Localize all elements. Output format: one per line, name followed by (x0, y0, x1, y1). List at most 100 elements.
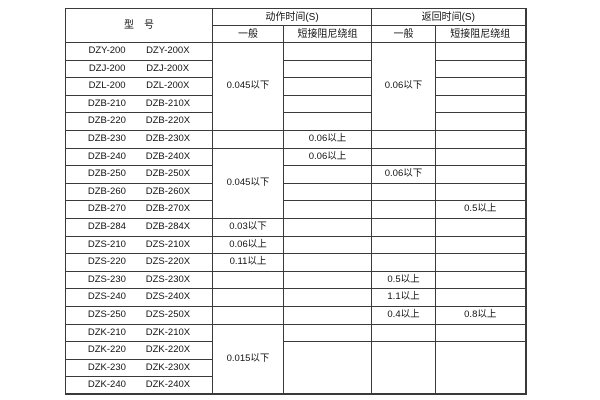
value-cell-return-damped (435, 94, 526, 114)
table-row: DZK-240 DZK-240X (65, 376, 526, 395)
value-cell-return-general (371, 147, 436, 167)
model-name: DZB-284 (87, 221, 126, 233)
value-cell-return-damped (435, 182, 526, 202)
model-cell: DZB-284 DZB-284X (65, 217, 213, 237)
value-cell-action-damped (283, 235, 372, 255)
model-cell: DZJ-200 DZJ-200X (65, 59, 213, 79)
model-cell: DZK-210 DZK-210X (65, 323, 213, 343)
value-cell-action-general (212, 129, 284, 149)
model-cell: DZK-230 DZK-230X (65, 358, 213, 378)
table-row: DZS-250 DZS-250X 0.4以上 0.8以上 (65, 305, 526, 325)
model-name: DZK-240 (87, 379, 126, 391)
model-cell: DZB-270 DZB-270X (65, 200, 213, 219)
table-row: DZS-230 DZS-230X 0.5以上 (65, 270, 526, 290)
value-cell-return-general (371, 129, 436, 149)
value-cell-action-general: 0.11以上 (212, 253, 284, 272)
model-name-x: DZB-220X (145, 115, 191, 127)
model-name: DZB-270 (87, 203, 126, 215)
table-row: DZK-210 DZK-210X 0.015以下 (65, 323, 526, 395)
value-cell-return-general (371, 182, 436, 202)
model-name: DZB-210 (87, 97, 126, 109)
model-cell: DZL-200 DZL-200X (65, 77, 213, 96)
model-name-x: DZB-260X (145, 185, 191, 197)
model-cell: DZB-220 DZB-220X (65, 112, 213, 131)
value-cell-return-general (371, 253, 436, 272)
model-name: DZK-220 (87, 344, 126, 356)
spec-table: 型 号 动作时间(S) 返回时间(S) 一般 短接阻尼绕组 一般 短接阻尼绕组 … (65, 8, 527, 396)
model-name: DZS-240 (87, 291, 126, 303)
value-cell-return-general: 1.1以上 (371, 288, 436, 307)
model-name-x: DZL-200X (146, 80, 190, 92)
model-name-x: DZY-200X (146, 45, 190, 57)
header-row-groups: 型 号 动作时间(S) 返回时间(S) (65, 8, 526, 43)
model-name-x: DZK-240X (145, 379, 191, 391)
value-cell-action-damped (283, 59, 372, 79)
model-name-x: DZS-210X (145, 238, 191, 250)
value-cell-return-general (371, 341, 436, 395)
header-model: 型 号 (65, 8, 213, 43)
model-name: DZB-260 (87, 185, 126, 197)
model-name: DZB-240 (87, 150, 126, 162)
table-row: DZB-220 DZB-220X (65, 112, 526, 131)
value-cell-action-damped (283, 288, 372, 307)
model-name-x: DZS-240X (145, 291, 191, 303)
table-header: 型 号 动作时间(S) 返回时间(S) 一般 短接阻尼绕组 一般 短接阻尼绕组 (65, 8, 526, 43)
model-name: DZK-230 (87, 361, 126, 373)
table-row: DZB-240 DZB-240X 0.045以下 0.06以上 (65, 147, 526, 219)
model-cell: DZK-220 DZK-220X (65, 341, 213, 360)
value-cell-return-general (371, 235, 436, 255)
table-row: DZK-220 DZK-220X (65, 341, 526, 395)
table-row: DZB-284 DZB-284X 0.03以下 (65, 217, 526, 237)
model-name: DZS-230 (87, 273, 126, 285)
model-cell: DZB-240 DZB-240X (65, 147, 213, 167)
table-row: DZK-230 DZK-230X (65, 358, 526, 378)
model-name: DZS-250 (87, 308, 126, 320)
model-name: DZS-210 (87, 238, 126, 250)
header-row-subcolumns: 一般 短接阻尼绕组 一般 短接阻尼绕组 (66, 25, 526, 43)
table-row: DZB-210 DZB-210X (65, 94, 526, 114)
value-cell-action-damped (283, 94, 372, 114)
model-name: DZB-230 (87, 133, 126, 145)
table-row: DZS-210 DZS-210X 0.06以上 (65, 235, 526, 255)
value-cell-action-general (212, 305, 284, 325)
header-return-damped: 短接阻尼绕组 (435, 25, 526, 43)
table-row: DZS-220 DZS-220X 0.11以上 (65, 253, 526, 272)
table-row: DZB-260 DZB-260X (65, 182, 526, 202)
model-cell: DZY-200 DZY-200X (65, 42, 213, 61)
model-name-x: DZK-220X (145, 344, 191, 356)
model-name: DZB-220 (87, 115, 126, 127)
model-name: DZY-200 (88, 45, 126, 57)
value-cell-action-damped (283, 200, 372, 219)
value-cell-action-general (212, 270, 284, 290)
value-cell-return-damped: 0.5以上 (435, 200, 526, 219)
value-cell-action-damped (283, 305, 372, 325)
value-cell-return-damped (435, 341, 526, 395)
value-cell-return-damped (435, 77, 526, 96)
value-cell-return-damped (435, 129, 526, 149)
header-action-damped: 短接阻尼绕组 (283, 25, 372, 43)
spec-table-container: 型 号 动作时间(S) 返回时间(S) 一般 短接阻尼绕组 一般 短接阻尼绕组 … (65, 8, 527, 396)
value-cell-action-general: 0.03以下 (212, 217, 284, 237)
value-cell-return-damped (435, 235, 526, 255)
value-cell-return-damped (435, 42, 526, 61)
table-row: DZB-230 DZB-230X 0.06以上 (65, 129, 526, 149)
model-name-x: DZB-210X (145, 97, 191, 109)
value-cell-return-damped (435, 165, 526, 184)
value-cell-return-damped (435, 147, 526, 167)
value-cell-return-damped (435, 59, 526, 79)
table-row: DZB-250 DZB-250X 0.06以下 (65, 165, 526, 184)
model-name: DZL-200 (88, 80, 126, 92)
model-name-x: DZB-230X (145, 133, 191, 145)
value-cell-return-general: 0.4以上 (371, 305, 436, 325)
value-cell-action-damped (283, 42, 372, 61)
header-action-time: 动作时间(S) (212, 8, 372, 26)
table-row: DZY-200 DZY-200X 0.045以下 0.06以下 (65, 42, 526, 131)
model-cell: DZS-210 DZS-210X (65, 235, 213, 255)
value-cell-return-damped (435, 253, 526, 272)
header-action-general: 一般 (212, 25, 284, 43)
model-name-x: DZB-270X (145, 203, 191, 215)
value-cell-action-general: 0.015以下 (212, 323, 284, 395)
value-cell-action-damped: 0.06以上 (283, 147, 372, 167)
model-name-x: DZB-284X (145, 221, 191, 233)
